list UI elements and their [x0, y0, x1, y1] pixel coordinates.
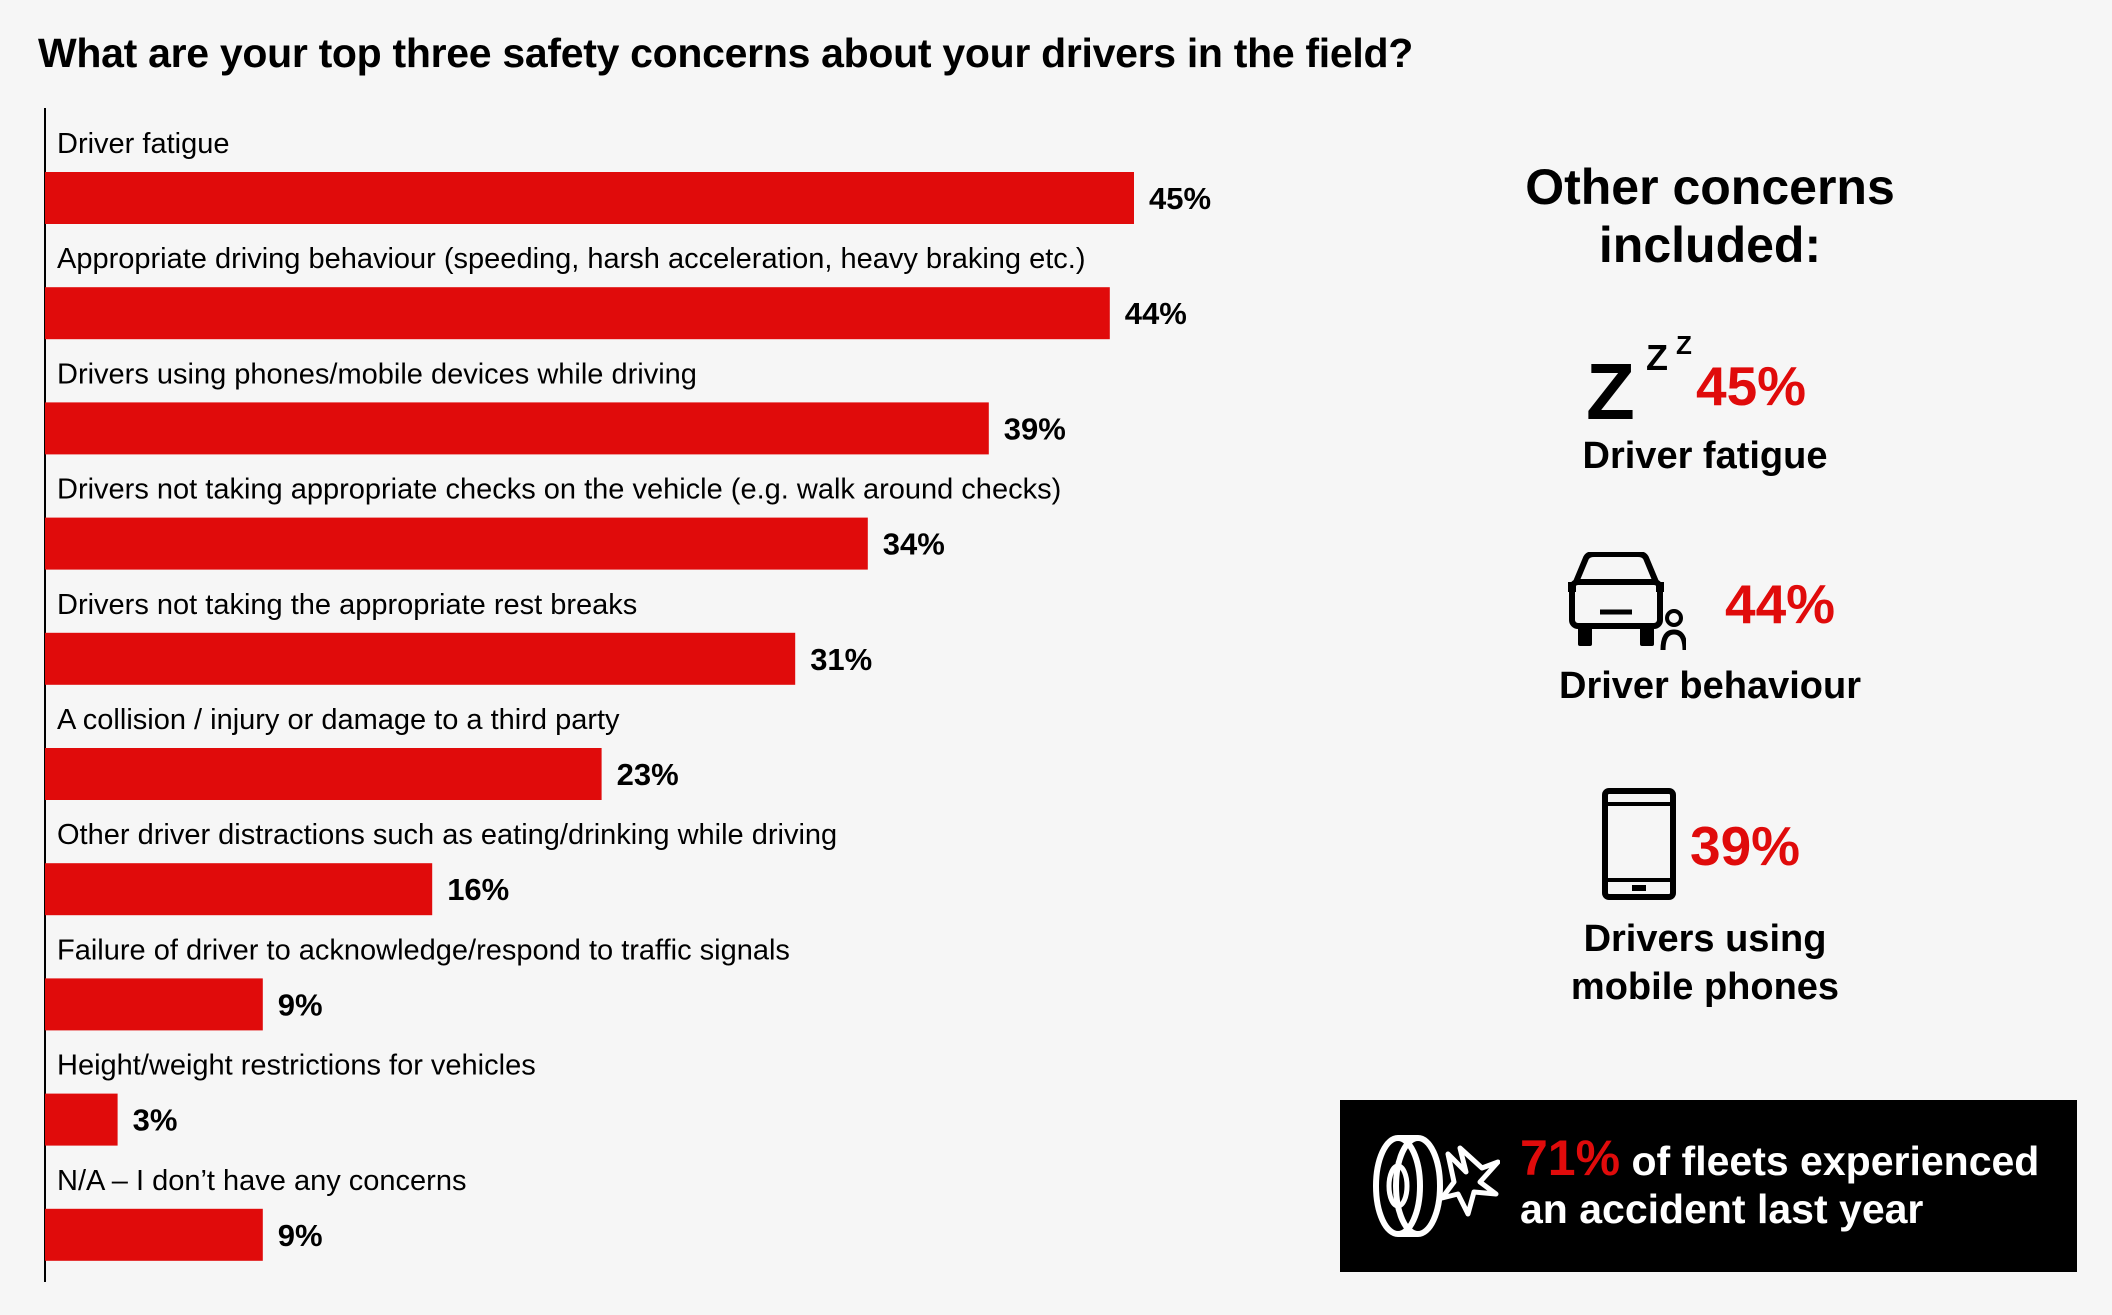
- category-label: Drivers using phones/mobile devices whil…: [57, 358, 697, 390]
- bar: [45, 517, 868, 570]
- value-label: 16%: [447, 872, 509, 907]
- category-label: Height/weight restrictions for vehicles: [57, 1050, 536, 1082]
- bar: [45, 863, 433, 916]
- value-label: 3%: [133, 1103, 178, 1138]
- bar: [45, 172, 1134, 224]
- bar: [45, 1208, 263, 1261]
- value-label: 44%: [1125, 296, 1187, 331]
- bar: [45, 748, 602, 800]
- value-label: 45%: [1149, 181, 1211, 216]
- phones-label-line2: mobile phones: [1570, 966, 1840, 1008]
- banner-line2: an accident last year: [1520, 1186, 1924, 1232]
- behaviour-percent: 44%: [1725, 573, 1836, 635]
- category-label: Failure of driver to acknowledge/respond…: [57, 934, 790, 966]
- category-label: Other driver distractions such as eating…: [57, 819, 837, 851]
- behaviour-label: Driver behaviour: [1559, 665, 1861, 707]
- zzz-large: Z: [1586, 347, 1635, 436]
- category-label: A collision / injury or damage to a thir…: [57, 704, 620, 736]
- value-label: 23%: [617, 757, 679, 792]
- bar-chart: Driver fatigue 45% Appropriate driving beh…: [44, 108, 1211, 1282]
- crash-wheel-icon: [1370, 1128, 1501, 1244]
- phones-label-line1: Drivers using: [1583, 918, 1827, 960]
- category-label: Drivers not taking appropriate checks on…: [57, 474, 1061, 506]
- banner-text: 71% of fleets experienced an accident la…: [1520, 1133, 2040, 1233]
- bar: [45, 1093, 118, 1146]
- phones-label: Drivers using mobile phones: [1490, 915, 1920, 1011]
- fatigue-percent: 45%: [1696, 355, 1807, 417]
- car-driver-icon: [1566, 551, 1688, 652]
- zzz-medium: Z: [1646, 337, 1668, 378]
- bar: [45, 978, 263, 1031]
- value-label: 9%: [278, 1218, 323, 1253]
- zzz-small: Z: [1676, 330, 1692, 360]
- other-concerns-title: Other concerns included:: [1525, 159, 1895, 273]
- banner-percent: 71%: [1520, 1130, 1621, 1186]
- category-label: N/A – I don’t have any concerns: [57, 1165, 466, 1197]
- value-label: 39%: [1004, 411, 1066, 446]
- bar: [45, 632, 796, 685]
- bar: [45, 402, 989, 455]
- category-label: Driver fatigue: [57, 128, 229, 160]
- bars-layer: Driver fatigue 45% Appropriate driving beh…: [45, 128, 1211, 1261]
- value-label: 34%: [883, 527, 945, 562]
- category-label: Drivers not taking the appropriate rest …: [57, 589, 637, 621]
- sleep-zzz-icon: Z Z Z: [1586, 330, 1698, 432]
- bar: [45, 287, 1110, 340]
- fatigue-label: Driver fatigue: [1582, 435, 1828, 477]
- banner-line1: 71% of fleets experienced: [1520, 1133, 2040, 1185]
- phones-percent: 39%: [1690, 815, 1801, 877]
- accident-banner: 71% of fleets experienced an accident la…: [1340, 1100, 2077, 1272]
- mobile-phone-icon: [1602, 788, 1676, 900]
- value-label: 31%: [810, 642, 872, 677]
- banner-text1: of fleets experienced: [1620, 1138, 2040, 1184]
- value-label: 9%: [278, 987, 323, 1022]
- category-label: Appropriate driving behaviour (speeding,…: [57, 243, 1085, 275]
- chart-title: What are your top three safety concerns …: [38, 30, 1413, 76]
